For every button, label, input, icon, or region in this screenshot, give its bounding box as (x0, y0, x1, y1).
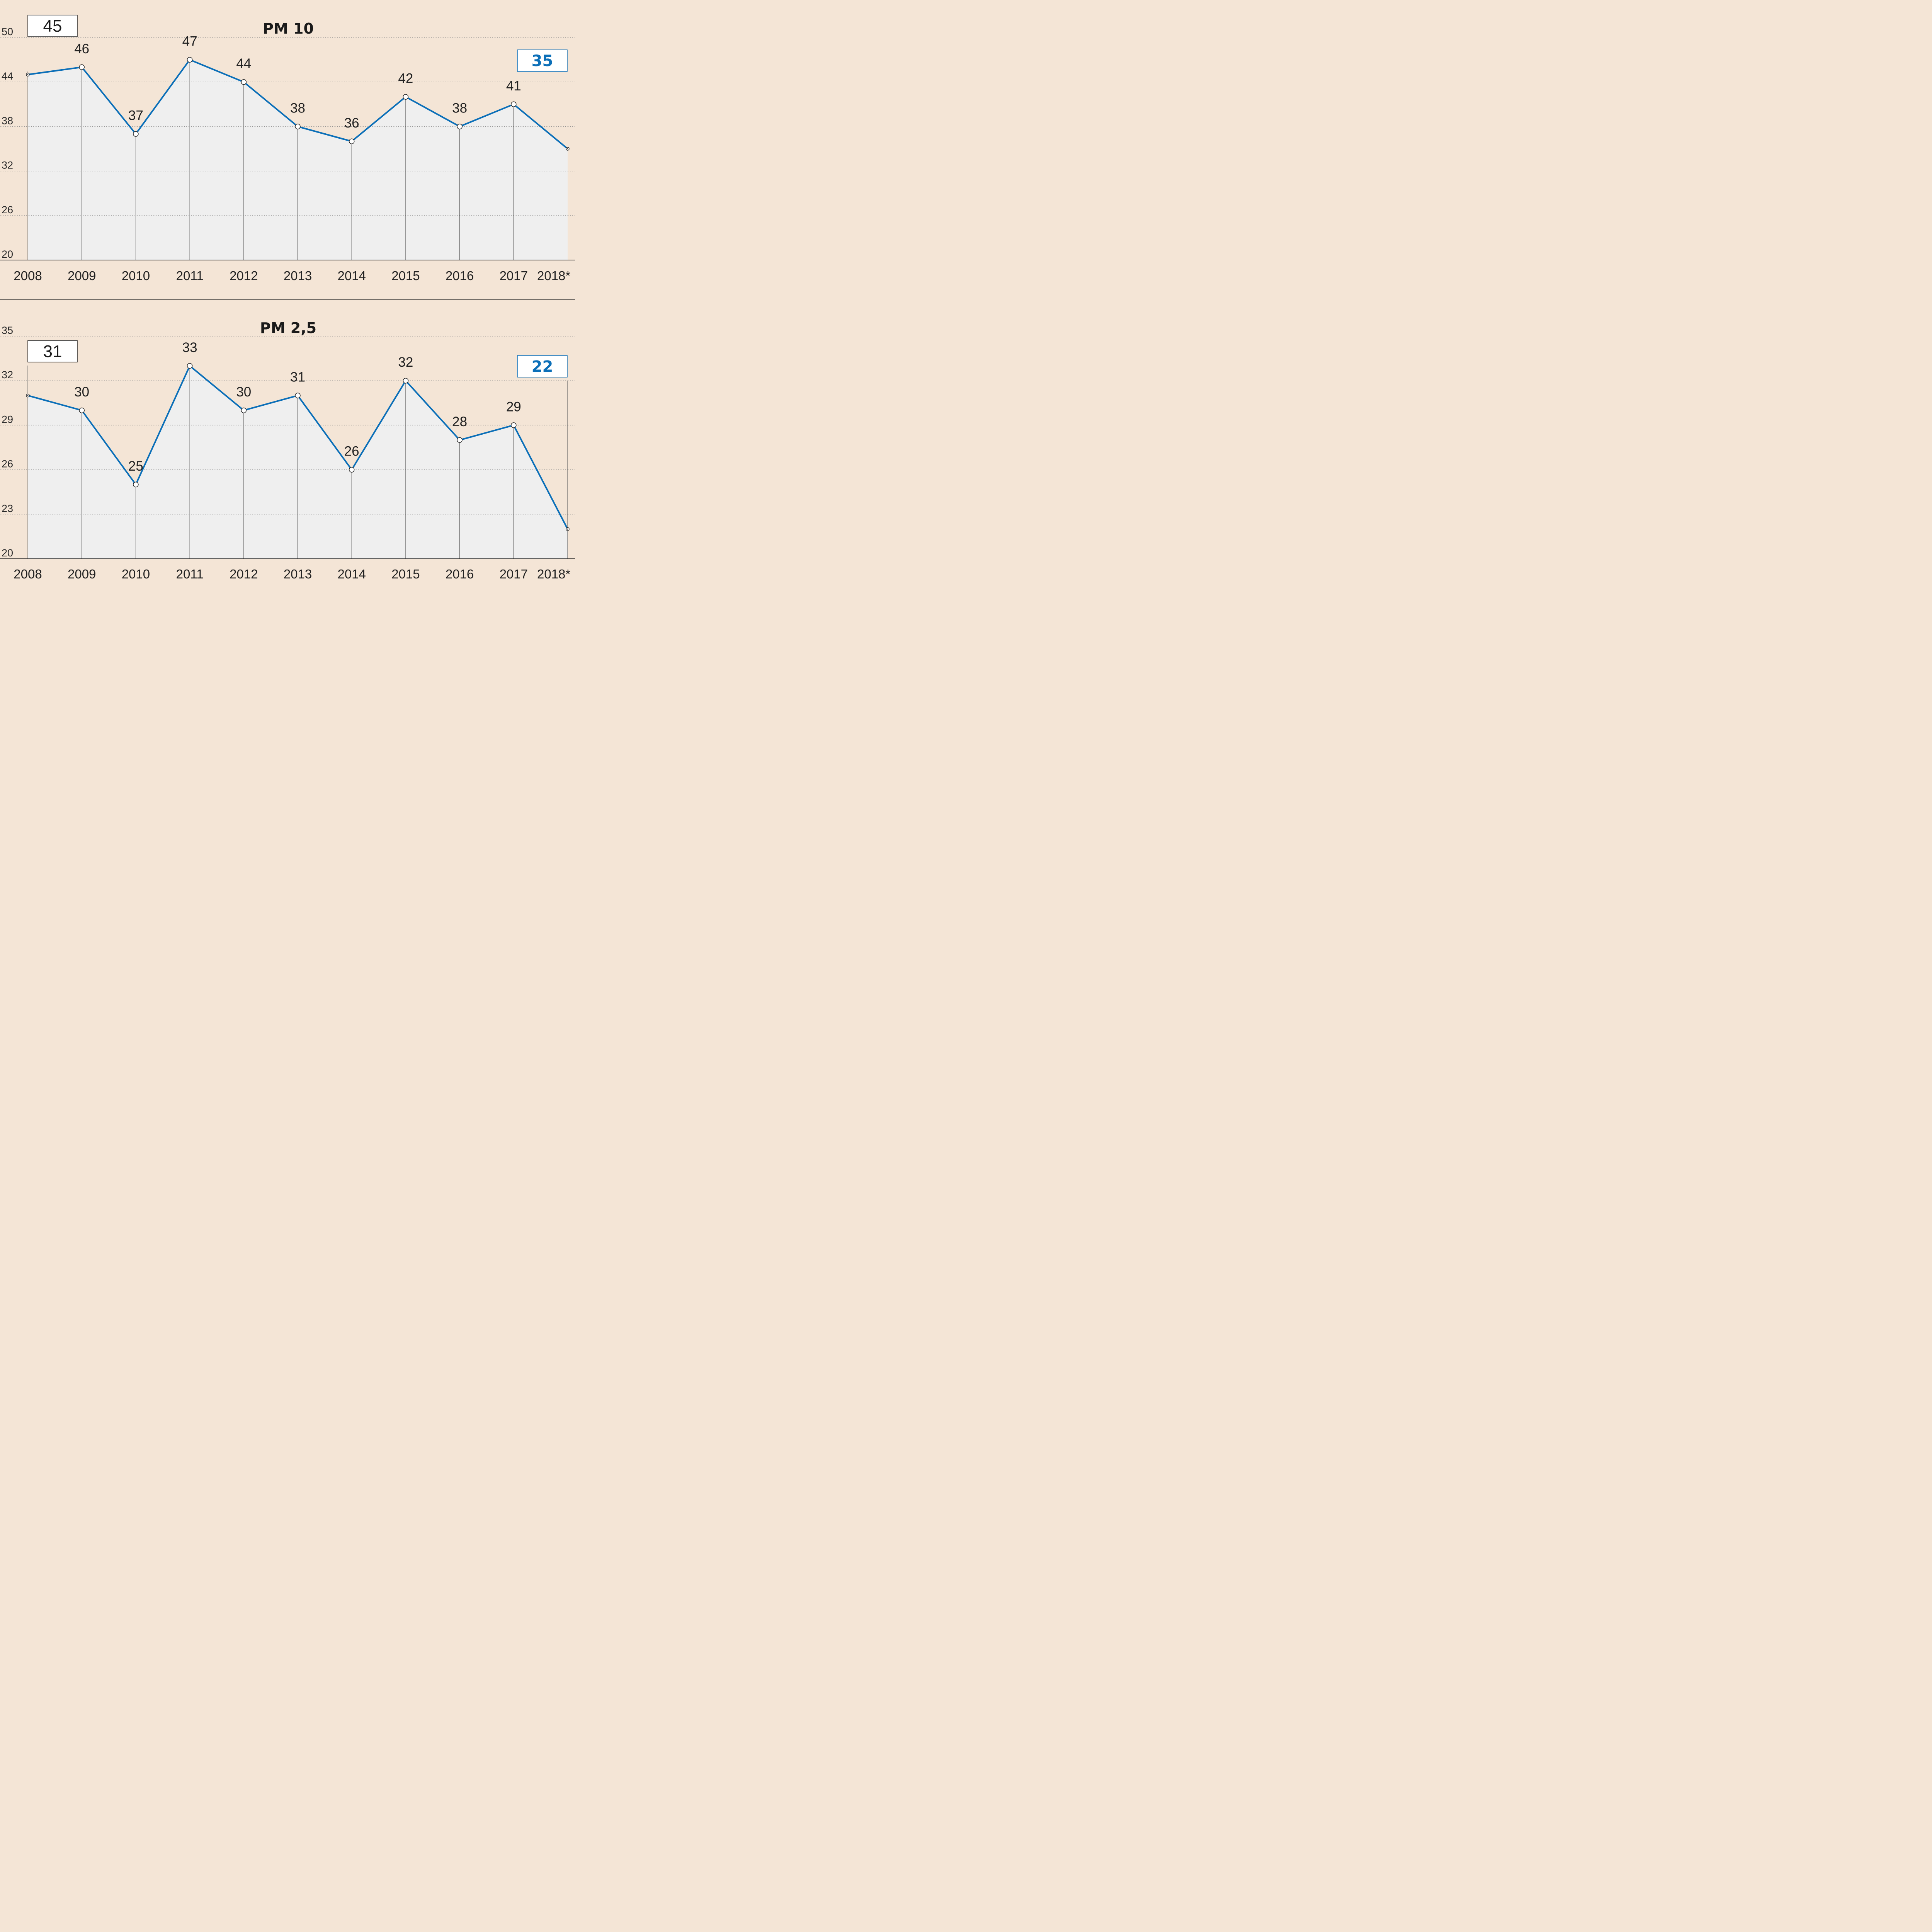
end-value-label: 22 (532, 358, 553, 376)
end-value-box (517, 49, 568, 72)
data-point (79, 407, 85, 413)
data-label: 36 (344, 116, 359, 131)
y-tick-label: 44 (2, 70, 13, 82)
x-tick-label: 2012 (230, 269, 258, 283)
data-point (457, 124, 463, 129)
data-point (457, 437, 463, 443)
data-label: 32 (398, 355, 413, 370)
x-tick-label: 2008 (14, 269, 42, 283)
data-label: 26 (344, 444, 359, 459)
data-label: 29 (506, 399, 521, 414)
x-tick-label: 2013 (284, 269, 312, 283)
data-point (403, 378, 409, 384)
data-label: 41 (506, 78, 521, 94)
data-label: 31 (290, 370, 305, 385)
x-tick-label: 2017 (500, 567, 528, 581)
x-tick-label: 2018* (537, 269, 570, 283)
x-tick-label: 2010 (122, 269, 150, 283)
x-tick-label: 2009 (68, 567, 96, 581)
data-point (349, 138, 355, 145)
data-point (511, 422, 517, 428)
chart-panel-0: 20 26 32 38 44 50 46 37 47 44 38 36 42 38 41 2008 2009 20… (0, 15, 575, 283)
data-point (241, 407, 247, 413)
x-tick-label: 2018* (537, 567, 570, 581)
data-point (133, 131, 139, 137)
start-value-label: 45 (43, 17, 62, 36)
data-point-center (27, 74, 29, 75)
y-tick-label: 20 (2, 248, 13, 260)
x-tick-label: 2016 (446, 269, 474, 283)
y-tick-label: 35 (2, 325, 13, 336)
chart-title: PM 10 (263, 20, 314, 37)
data-point (295, 393, 301, 398)
data-point-center (27, 395, 29, 396)
data-label: 42 (398, 71, 413, 86)
pm-charts-figure: 20 26 32 38 44 50 46 37 47 44 38 36 42 38 41 2008 2009 20… (0, 0, 575, 606)
data-label: 30 (236, 384, 251, 400)
data-point (403, 94, 409, 100)
y-tick-label: 38 (2, 115, 13, 126)
y-tick-label: 29 (2, 413, 13, 425)
x-tick-label: 2008 (14, 567, 42, 581)
x-tick-label: 2016 (446, 567, 474, 581)
x-tick-label: 2012 (230, 567, 258, 581)
data-label: 28 (452, 414, 467, 429)
end-value-box (517, 355, 568, 378)
data-label: 30 (74, 384, 89, 400)
x-tick-label: 2014 (337, 269, 366, 283)
data-label: 44 (236, 56, 251, 71)
y-tick-label: 23 (2, 503, 13, 514)
data-point (241, 79, 247, 85)
chart-title: PM 2,5 (260, 320, 316, 337)
data-label: 46 (74, 41, 89, 56)
x-tick-label: 2011 (176, 567, 204, 581)
x-tick-label: 2009 (68, 269, 96, 283)
data-label: 25 (128, 459, 143, 474)
data-point (187, 363, 193, 369)
x-tick-label: 2014 (337, 567, 366, 581)
data-point (79, 64, 85, 70)
data-point (349, 467, 355, 473)
data-label: 38 (290, 100, 305, 116)
y-tick-label: 50 (2, 26, 13, 37)
y-tick-label: 32 (2, 160, 13, 171)
data-label: 38 (452, 100, 467, 116)
data-point (187, 57, 193, 63)
start-value-box (27, 340, 78, 362)
end-value-label: 35 (532, 52, 553, 70)
x-tick-label: 2017 (500, 269, 528, 283)
start-value-box (27, 15, 78, 37)
x-tick-label: 2015 (391, 567, 420, 581)
x-tick-label: 2015 (391, 269, 420, 283)
y-tick-label: 20 (2, 547, 13, 559)
data-point-center (567, 528, 568, 530)
y-tick-label: 26 (2, 204, 13, 216)
data-label: 37 (128, 108, 143, 123)
data-point-center (567, 148, 568, 150)
start-value-label: 31 (43, 342, 62, 361)
data-label: 33 (182, 340, 197, 355)
x-tick-label: 2013 (284, 567, 312, 581)
data-label: 47 (182, 34, 197, 49)
x-tick-label: 2010 (122, 567, 150, 581)
data-point (133, 481, 139, 488)
data-point (295, 124, 301, 129)
y-tick-label: 26 (2, 458, 13, 470)
y-tick-label: 32 (2, 369, 13, 381)
chart-panel-1: 20 23 26 29 32 35 30 25 33 30 31 26 32 28 29 2008 2009 20… (0, 320, 575, 581)
x-tick-label: 2011 (176, 269, 204, 283)
data-point (511, 101, 517, 107)
